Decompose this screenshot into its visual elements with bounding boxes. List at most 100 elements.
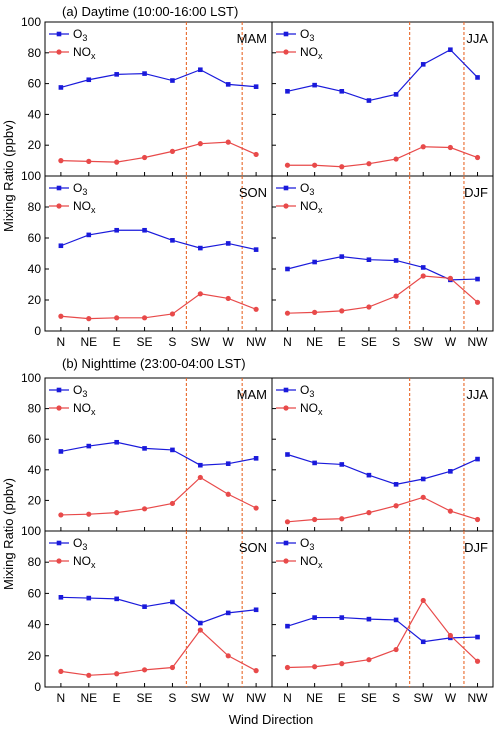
legend-marker-nox bbox=[56, 49, 62, 55]
data-point-nox bbox=[474, 658, 481, 664]
x-tick-label: NE bbox=[80, 691, 97, 705]
y-tick-label: 80 bbox=[28, 46, 42, 60]
legend-label-nox: NOx bbox=[73, 199, 96, 215]
data-point-nox bbox=[169, 664, 176, 671]
legend-marker-o3 bbox=[283, 387, 289, 393]
y-tick-label: 20 bbox=[28, 649, 42, 663]
data-point-o3 bbox=[253, 607, 259, 613]
series-line-o3 bbox=[60, 69, 257, 89]
x-tick-label: NE bbox=[306, 335, 323, 349]
data-point-o3 bbox=[225, 461, 231, 466]
legend-marker-nox bbox=[283, 558, 289, 564]
panel-b-djf: N NE E SE S SW W NW DJF O3 NOx bbox=[271, 530, 494, 705]
series-line-nox bbox=[60, 141, 257, 163]
x-tick-label: SW bbox=[191, 335, 211, 349]
data-point-o3 bbox=[170, 78, 175, 83]
data-point-o3 bbox=[339, 615, 345, 620]
data-point-o3 bbox=[86, 595, 92, 601]
data-point-o3 bbox=[253, 84, 259, 89]
data-point-nox bbox=[86, 511, 92, 517]
series-line-o3 bbox=[60, 229, 257, 251]
data-point-nox bbox=[393, 156, 399, 162]
data-point-nox bbox=[393, 646, 399, 653]
data-point-o3 bbox=[393, 258, 399, 263]
data-point-nox bbox=[312, 162, 318, 168]
season-label: SON bbox=[239, 540, 267, 555]
data-point-o3 bbox=[420, 265, 426, 270]
data-point-nox bbox=[474, 299, 481, 305]
x-tick-label: SE bbox=[361, 691, 377, 705]
data-point-nox bbox=[169, 500, 176, 507]
data-point-nox bbox=[420, 494, 426, 500]
x-tick-label: NE bbox=[306, 691, 323, 705]
series-line-nox bbox=[60, 293, 257, 320]
x-tick-label: N bbox=[57, 691, 66, 705]
data-point-o3 bbox=[170, 238, 175, 243]
data-point-o3 bbox=[253, 247, 259, 252]
legend-label-nox: NOx bbox=[300, 401, 323, 417]
data-point-nox bbox=[114, 671, 120, 677]
data-point-nox bbox=[253, 151, 259, 158]
legend-label-nox: NOx bbox=[73, 45, 96, 61]
y-axis-label-bottom: Mixing Ratio (ppbv) bbox=[1, 478, 16, 590]
data-point-nox bbox=[284, 664, 291, 671]
legend-marker-o3 bbox=[56, 185, 62, 191]
data-point-o3 bbox=[58, 449, 64, 454]
x-tick-label: N bbox=[57, 335, 66, 349]
data-point-nox bbox=[141, 506, 148, 512]
y-tick-label: 60 bbox=[28, 77, 42, 91]
y-tick-label: 20 bbox=[28, 493, 42, 507]
season-label: SON bbox=[239, 185, 267, 200]
legend-marker-o3 bbox=[283, 540, 289, 546]
y-tick-label: 0 bbox=[34, 324, 41, 338]
data-point-o3 bbox=[142, 71, 147, 76]
data-point-o3 bbox=[170, 447, 175, 453]
legend-marker-o3 bbox=[56, 540, 62, 546]
legend-label-nox: NOx bbox=[73, 401, 96, 417]
plot-frame bbox=[271, 530, 494, 688]
x-axis-label: Wind Direction bbox=[229, 712, 314, 727]
data-point-o3 bbox=[448, 47, 453, 53]
series-line-nox bbox=[287, 146, 478, 168]
data-point-nox bbox=[225, 491, 231, 497]
x-tick-label: W bbox=[223, 335, 235, 349]
season-label: JJA bbox=[466, 387, 488, 402]
x-tick-label: S bbox=[392, 691, 400, 705]
data-point-o3 bbox=[339, 462, 345, 467]
data-point-o3 bbox=[366, 472, 372, 478]
data-point-nox bbox=[474, 516, 481, 523]
data-point-o3 bbox=[253, 456, 259, 461]
legend-marker-nox bbox=[56, 405, 62, 411]
data-point-nox bbox=[284, 310, 291, 316]
y-tick-label: 0 bbox=[34, 680, 41, 694]
legend-marker-nox bbox=[56, 203, 62, 209]
legend-label-o3: O3 bbox=[300, 27, 314, 43]
panel-a-mam: 20 40 60 80 100 MAM O3 NOx bbox=[21, 15, 273, 177]
legend-marker-o3 bbox=[283, 185, 289, 191]
data-point-o3 bbox=[393, 617, 399, 623]
data-point-o3 bbox=[285, 452, 290, 457]
series-line-nox bbox=[60, 476, 257, 516]
season-label: MAM bbox=[237, 387, 267, 402]
series-line-nox bbox=[60, 629, 257, 676]
legend-label-o3: O3 bbox=[73, 383, 87, 399]
data-point-o3 bbox=[448, 469, 453, 474]
legend-label-o3: O3 bbox=[73, 27, 87, 43]
data-point-o3 bbox=[225, 241, 231, 246]
data-point-o3 bbox=[198, 245, 203, 251]
data-point-o3 bbox=[142, 227, 147, 233]
data-point-o3 bbox=[339, 89, 345, 94]
panel-a-son: N NE E SE S SW W NW 0 20 40 60 80 100 SON O3 NOx bbox=[21, 169, 273, 349]
data-point-nox bbox=[420, 597, 426, 604]
data-point-nox bbox=[225, 295, 231, 302]
data-point-nox bbox=[447, 508, 453, 514]
y-tick-label: 20 bbox=[28, 138, 42, 152]
data-point-o3 bbox=[285, 266, 290, 272]
x-tick-label: E bbox=[338, 335, 346, 349]
data-point-o3 bbox=[312, 615, 317, 620]
panel-a-djf: N NE E SE S SW W NW DJF O3 NOx bbox=[271, 175, 494, 349]
legend-marker-o3 bbox=[56, 387, 62, 393]
section-b-title: (b) Nighttime (23:00-04:00 LST) bbox=[62, 356, 246, 371]
data-point-nox bbox=[197, 141, 203, 147]
